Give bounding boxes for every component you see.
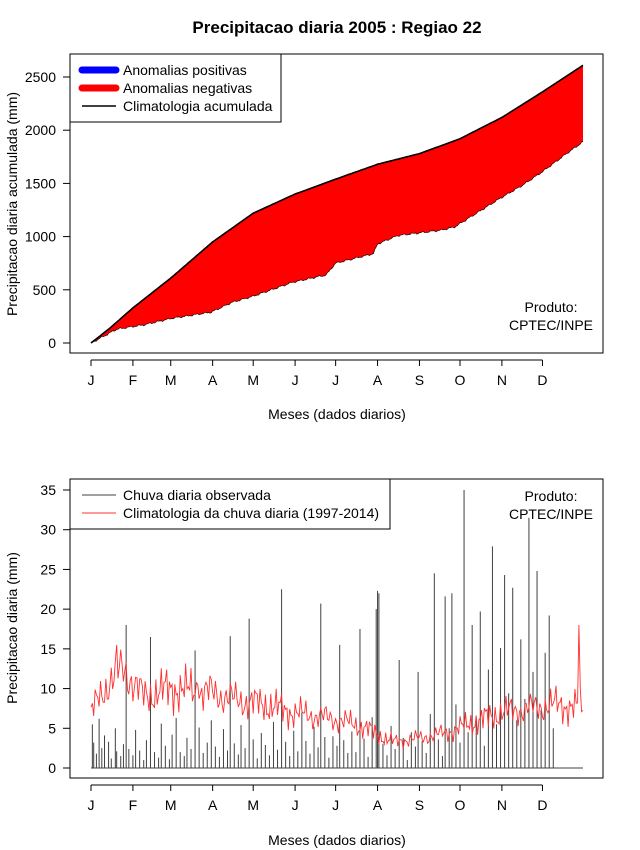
x-tick-label: D	[537, 372, 547, 388]
credit-line-2: CPTEC/INPE	[509, 317, 593, 333]
chart-title: Precipitacao diaria 2005 : Regiao 22	[192, 18, 481, 37]
climatology-cumulative-line	[90, 64, 584, 344]
legend-box	[69, 478, 391, 530]
y-tick-label: 25	[40, 561, 56, 577]
x-axis-label: Meses (dados diarios)	[268, 406, 406, 422]
y-axis-label: Precipitacao diaria acumulada (mm)	[4, 92, 20, 316]
legend-label-observed: Chuva diaria observada	[123, 487, 271, 503]
x-tick-label: A	[373, 372, 383, 388]
y-tick-label: 0	[48, 760, 56, 776]
y-tick-label: 35	[40, 482, 56, 498]
x-tick-label: M	[165, 797, 177, 813]
x-tick-label: N	[497, 797, 507, 813]
x-tick-label: M	[247, 372, 259, 388]
x-tick-label: A	[373, 797, 383, 813]
legend: Anomalias positivas Anomalias negativas …	[69, 53, 282, 123]
x-tick-label: O	[455, 372, 466, 388]
y-tick-label: 0	[48, 335, 56, 351]
x-axis-label: Meses (dados diarios)	[268, 832, 406, 848]
x-tick-label: J	[292, 797, 299, 813]
daily-climatology-line	[90, 624, 584, 750]
x-tick-label: J	[88, 372, 95, 388]
credit-line-1: Produto:	[525, 488, 578, 504]
legend-label-negative: Anomalias negativas	[123, 80, 252, 96]
y-axis-label: Precipitacao diaria (mm)	[4, 552, 20, 704]
credit-line-2: CPTEC/INPE	[509, 506, 593, 522]
x-tick-label: J	[332, 797, 339, 813]
x-tick-label: J	[292, 372, 299, 388]
credit-line-1: Produto:	[525, 299, 578, 315]
x-tick-label: F	[129, 372, 138, 388]
negative-anomaly-area	[91, 65, 583, 344]
x-tick-label: M	[165, 372, 177, 388]
y-tick-label: 15	[40, 641, 56, 657]
x-tick-label: D	[537, 797, 547, 813]
x-tick-label: S	[415, 372, 424, 388]
y-tick-label: 5	[48, 720, 56, 736]
y-tick-label: 10	[40, 681, 56, 697]
x-tick-label: F	[129, 797, 138, 813]
y-tick-label: 20	[40, 601, 56, 617]
y-tick-label: 500	[33, 282, 57, 298]
y-tick-label: 1000	[25, 229, 56, 245]
y-tick-label: 30	[40, 522, 56, 538]
observed-cumulative-line	[90, 141, 584, 344]
legend: Chuva diaria observada Climatologia da c…	[69, 478, 391, 530]
daily-panel: 0 5 10 15 20 25 30 35 J F M A M J J A S O N D Precipitacao…	[4, 478, 604, 848]
x-tick-label: A	[208, 797, 218, 813]
y-tick-label: 2000	[25, 122, 56, 138]
x-tick-label: M	[247, 797, 259, 813]
cumulative-panel: 0 500 1000 1500 2000 2500 J F M A M J J A S O N D Precip…	[4, 53, 604, 422]
x-tick-label: N	[497, 372, 507, 388]
legend-label-climatology: Climatologia da chuva diaria (1997-2014)	[123, 505, 379, 521]
x-tick-label: J	[332, 372, 339, 388]
y-tick-label: 1500	[25, 175, 56, 191]
x-tick-label: A	[208, 372, 218, 388]
x-tick-label: O	[455, 797, 466, 813]
legend-label-climatology: Climatologia acumulada	[123, 98, 273, 114]
y-tick-label: 2500	[25, 69, 56, 85]
legend-label-positive: Anomalias positivas	[123, 62, 247, 78]
x-tick-label: J	[88, 797, 95, 813]
x-tick-label: S	[415, 797, 424, 813]
